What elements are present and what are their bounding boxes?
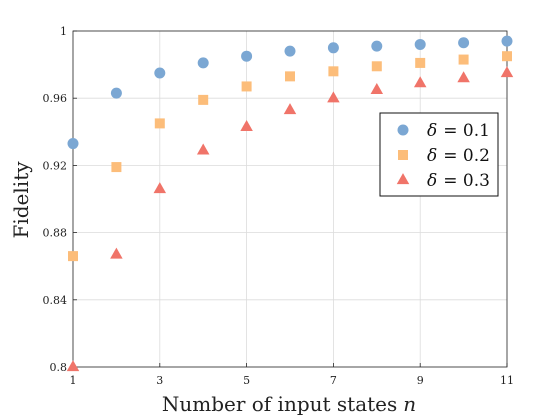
x-tick-label: 7 xyxy=(330,374,337,387)
legend-item-2: δ = 0.2 xyxy=(398,146,490,166)
plot-frame xyxy=(72,30,508,368)
y-tick-label: 0.96 xyxy=(43,92,68,105)
series-2 xyxy=(68,51,512,262)
data-point xyxy=(413,76,427,88)
data-point xyxy=(327,91,340,103)
data-point xyxy=(327,42,339,54)
data-point xyxy=(458,54,469,65)
legend-label: δ = 0.2 xyxy=(427,146,490,166)
series-3 xyxy=(66,66,514,372)
data-point xyxy=(241,50,253,62)
data-points xyxy=(66,35,514,372)
data-point xyxy=(111,162,122,173)
x-tick-label: 11 xyxy=(500,374,514,387)
y-tick-label: 0.88 xyxy=(43,227,68,240)
data-point xyxy=(196,143,210,155)
legend-label-value: = 0.1 xyxy=(443,121,490,141)
data-point xyxy=(241,81,252,92)
x-axis-label: Number of input states n xyxy=(162,392,416,416)
legend-item-1: δ = 0.1 xyxy=(397,121,490,141)
y-tick-label: 0.8 xyxy=(50,361,68,374)
data-point xyxy=(197,57,209,69)
x-axis-label-text: Number of input states xyxy=(162,392,397,416)
legend-label: δ = 0.1 xyxy=(427,121,490,141)
data-point xyxy=(285,71,295,82)
x-tick-label: 3 xyxy=(156,374,163,387)
legend-label-value: = 0.2 xyxy=(443,146,490,166)
x-tick-label: 9 xyxy=(417,374,424,387)
data-point xyxy=(501,35,513,47)
series-1 xyxy=(67,35,513,150)
legend-marker xyxy=(397,124,409,136)
data-point xyxy=(110,87,122,99)
data-point xyxy=(240,119,253,131)
legend-marker xyxy=(398,150,408,160)
y-axis-label: Fidelity xyxy=(9,161,33,239)
data-point xyxy=(66,360,80,372)
data-point xyxy=(457,71,470,83)
data-point xyxy=(328,66,339,77)
data-point xyxy=(371,40,383,52)
data-point xyxy=(154,118,165,129)
data-point xyxy=(500,66,514,78)
data-point xyxy=(458,37,470,49)
data-point xyxy=(198,94,209,105)
legend-marker xyxy=(396,173,410,185)
data-point xyxy=(370,82,384,94)
legend-label-value: = 0.3 xyxy=(443,171,490,191)
data-point xyxy=(110,247,123,259)
x-axis-label-variable: n xyxy=(403,392,416,416)
data-point xyxy=(154,67,166,79)
y-tick-label: 0.84 xyxy=(43,294,68,307)
data-point xyxy=(414,38,426,50)
data-point xyxy=(153,182,167,194)
data-point xyxy=(415,57,426,68)
legend-label: δ = 0.3 xyxy=(427,171,490,191)
legend: δ = 0.1 δ = 0.2 δ = 0.3 xyxy=(379,112,499,197)
legend-label-symbol: δ xyxy=(427,146,437,166)
legend-label-symbol: δ xyxy=(427,121,437,141)
data-point xyxy=(67,138,79,150)
data-point xyxy=(68,251,78,262)
data-point xyxy=(283,103,297,115)
y-tick-label: 0.92 xyxy=(43,159,68,172)
y-tick-label: 1 xyxy=(60,25,67,38)
data-point xyxy=(371,61,382,72)
legend-item-3: δ = 0.3 xyxy=(396,171,490,191)
x-tick-label: 1 xyxy=(70,374,77,387)
legend-label-symbol: δ xyxy=(427,171,437,191)
data-point xyxy=(502,51,512,62)
x-tick-label: 5 xyxy=(243,374,250,387)
data-point xyxy=(284,45,296,57)
